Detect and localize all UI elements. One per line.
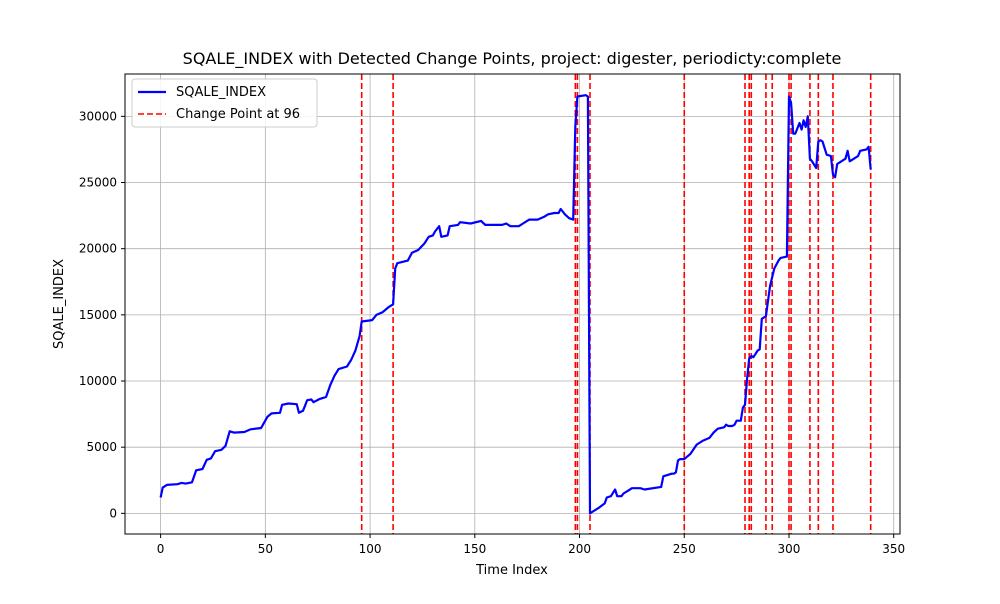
- y-tick-label: 30000: [79, 109, 117, 123]
- chart-title: SQALE_INDEX with Detected Change Points,…: [183, 49, 842, 69]
- y-tick-label: 5000: [86, 440, 117, 454]
- legend-box: [131, 78, 318, 128]
- legend: SQALE_INDEX Change Point at 96: [131, 78, 318, 128]
- x-axis-label: Time Index: [475, 563, 548, 578]
- y-tick-label: 25000: [79, 176, 117, 190]
- legend-label: Change Point at 96: [176, 107, 300, 122]
- x-tick-label: 100: [359, 542, 382, 556]
- x-tick-label: 300: [778, 542, 801, 556]
- x-tick-label: 150: [463, 542, 486, 556]
- series-line-sqale-index: [159, 94, 872, 515]
- y-tick-label: 0: [109, 506, 117, 520]
- x-tick-label: 200: [568, 542, 591, 556]
- y-tick-label: 10000: [79, 374, 117, 388]
- x-tick-label: 350: [882, 542, 905, 556]
- x-tick-label: 0: [157, 542, 165, 556]
- y-tick-label: 15000: [79, 308, 117, 322]
- plot-area: 0 50 100 150 200 250 300 350 0 5000 10000 15000 2000…: [79, 73, 905, 556]
- axes-frame: [124, 73, 901, 535]
- y-axis-label: SQALE_INDEX: [52, 259, 67, 349]
- x-tick-label: 50: [258, 542, 273, 556]
- legend-label: SQALE_INDEX: [176, 85, 266, 100]
- x-tick-label: 250: [673, 542, 696, 556]
- y-tick-label: 20000: [79, 242, 117, 256]
